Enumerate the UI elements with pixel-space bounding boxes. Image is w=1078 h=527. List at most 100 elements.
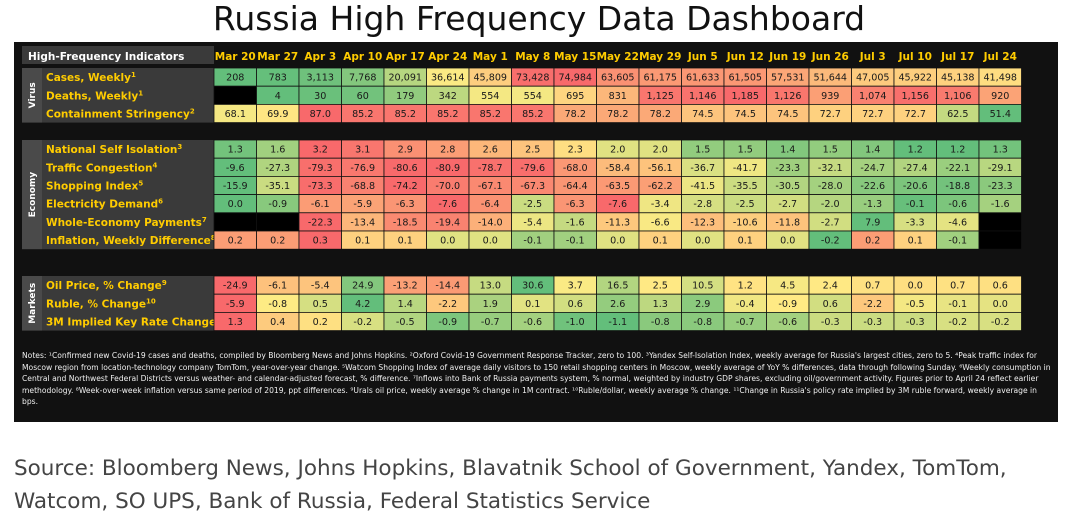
cell-value: 72.7 <box>905 109 926 120</box>
cell-value: -78.7 <box>478 163 503 174</box>
cell-value: 74.5 <box>735 109 756 120</box>
cell-value: -1.1 <box>608 317 627 328</box>
cell-value: 1.3 <box>653 299 668 310</box>
cell-value: 85.2 <box>522 109 543 120</box>
header-label: High-Frequency Indicators <box>28 51 184 63</box>
cell-value: -6.1 <box>268 281 287 292</box>
cell-value: 20,091 <box>388 73 422 84</box>
cell-value: 0.0 <box>695 236 710 247</box>
cell-value: 61,505 <box>728 73 762 84</box>
cell-value: 72.7 <box>862 109 883 120</box>
cell-value: -0.9 <box>438 317 457 328</box>
cell-value: 57,531 <box>771 73 805 84</box>
cell-value: 0.7 <box>950 281 965 292</box>
cell-value: 0.2 <box>228 236 243 247</box>
cell-value: 0.0 <box>483 236 498 247</box>
cell-value: -2.5 <box>736 199 755 210</box>
cell-value: 4 <box>275 91 281 102</box>
cell-value: 3.1 <box>355 145 370 156</box>
column-header: Jul 24 <box>983 51 1017 63</box>
page-title: Russia High Frequency Data Dashboard <box>212 0 866 38</box>
cell-value: 2.0 <box>610 145 625 156</box>
column-header: May 15 <box>554 51 596 63</box>
cell-value: -35.1 <box>265 181 290 192</box>
cell-value: 1.2 <box>738 281 753 292</box>
row-label: Ruble, % Change10 <box>46 297 156 310</box>
cell-value: -6.6 <box>651 217 670 228</box>
column-header: Jun 26 <box>811 51 849 63</box>
cell-value: -2.7 <box>778 199 797 210</box>
cell-value: 1,126 <box>774 91 801 102</box>
cell-value: 45,922 <box>898 73 932 84</box>
cell-value: -30.5 <box>775 181 800 192</box>
cell-value: -27.3 <box>265 163 290 174</box>
cell-value: -67.1 <box>478 181 503 192</box>
cell-value: -24.7 <box>860 163 885 174</box>
cell-value: 45,138 <box>941 73 975 84</box>
cell-value: 3.2 <box>313 145 328 156</box>
row-label: Traffic Congestion4 <box>46 161 157 174</box>
notes-text: Notes: ¹Confirmed new Covid-19 cases and… <box>22 351 1051 407</box>
cell-value: 0.0 <box>993 299 1008 310</box>
cell-value: -7.6 <box>608 199 627 210</box>
cell-value: -36.7 <box>690 163 715 174</box>
cell-value: 0.1 <box>908 236 923 247</box>
cell-value: 85.2 <box>352 109 373 120</box>
cell-value: 72.7 <box>820 109 841 120</box>
header-label-bg <box>22 46 214 64</box>
row-label: Inflation, Weekly Difference8 <box>46 234 216 247</box>
column-header: Jul 3 <box>859 51 886 63</box>
cell-value: -0.2 <box>353 317 372 328</box>
row-label: Shopping Index5 <box>46 180 143 193</box>
cell-value: -0.2 <box>948 317 967 328</box>
indicator-table: High-Frequency Indicators Mar 20 Mar 27 Apr… <box>22 46 1022 331</box>
cell-value: 2.4 <box>823 281 838 292</box>
cell-value: -24.9 <box>223 281 248 292</box>
table-cell <box>978 104 1022 124</box>
cell-value: -68.8 <box>350 181 375 192</box>
cell-value: -7.6 <box>438 199 457 210</box>
cell-value: 74.5 <box>777 109 798 120</box>
row-label: Electricity Demand6 <box>46 198 163 211</box>
cell-value: -76.9 <box>350 163 375 174</box>
cell-value: -0.2 <box>991 317 1010 328</box>
cell-value: -0.1 <box>523 236 542 247</box>
cell-value: 60 <box>357 91 369 102</box>
cell-value: -1.6 <box>566 217 585 228</box>
cell-value: 4.2 <box>355 299 370 310</box>
cell-value: -19.4 <box>435 217 460 228</box>
cell-value: -14.4 <box>435 281 460 292</box>
cell-value: 1.4 <box>398 299 413 310</box>
cell-value: -6.3 <box>566 199 585 210</box>
cell-value: 1.9 <box>483 299 498 310</box>
cell-value: 208 <box>226 73 244 84</box>
cell-value: -27.4 <box>903 163 928 174</box>
cell-value: -2.0 <box>821 199 840 210</box>
cell-value: 554 <box>524 91 542 102</box>
cell-value: -2.7 <box>821 217 840 228</box>
cell-value: 2.0 <box>653 145 668 156</box>
cell-value: -0.8 <box>693 317 712 328</box>
cell-value: -73.3 <box>308 181 333 192</box>
cell-value: 68.1 <box>225 109 246 120</box>
cell-value: 2.6 <box>483 145 498 156</box>
cell-value: -0.5 <box>906 299 925 310</box>
cell-value: -29.1 <box>988 163 1013 174</box>
section-label: Economy <box>28 172 38 218</box>
cell-value: 63,605 <box>601 73 635 84</box>
table-cell <box>978 230 1022 250</box>
cell-value: -0.9 <box>778 299 797 310</box>
cell-value: -5.4 <box>523 217 542 228</box>
cell-value: 1,156 <box>902 91 929 102</box>
row-label: National Self Isolation3 <box>46 143 182 156</box>
cell-value: -79.6 <box>520 163 545 174</box>
cell-value: -5.9 <box>226 299 245 310</box>
cell-value: 47,005 <box>856 73 890 84</box>
cell-value: 1.4 <box>780 145 795 156</box>
cell-value: 51,644 <box>813 73 847 84</box>
cell-value: -2.5 <box>523 199 542 210</box>
cell-value: 1,106 <box>944 91 971 102</box>
cell-value: -0.8 <box>268 299 287 310</box>
cell-value: 0.2 <box>270 236 285 247</box>
cell-value: -18.5 <box>393 217 418 228</box>
